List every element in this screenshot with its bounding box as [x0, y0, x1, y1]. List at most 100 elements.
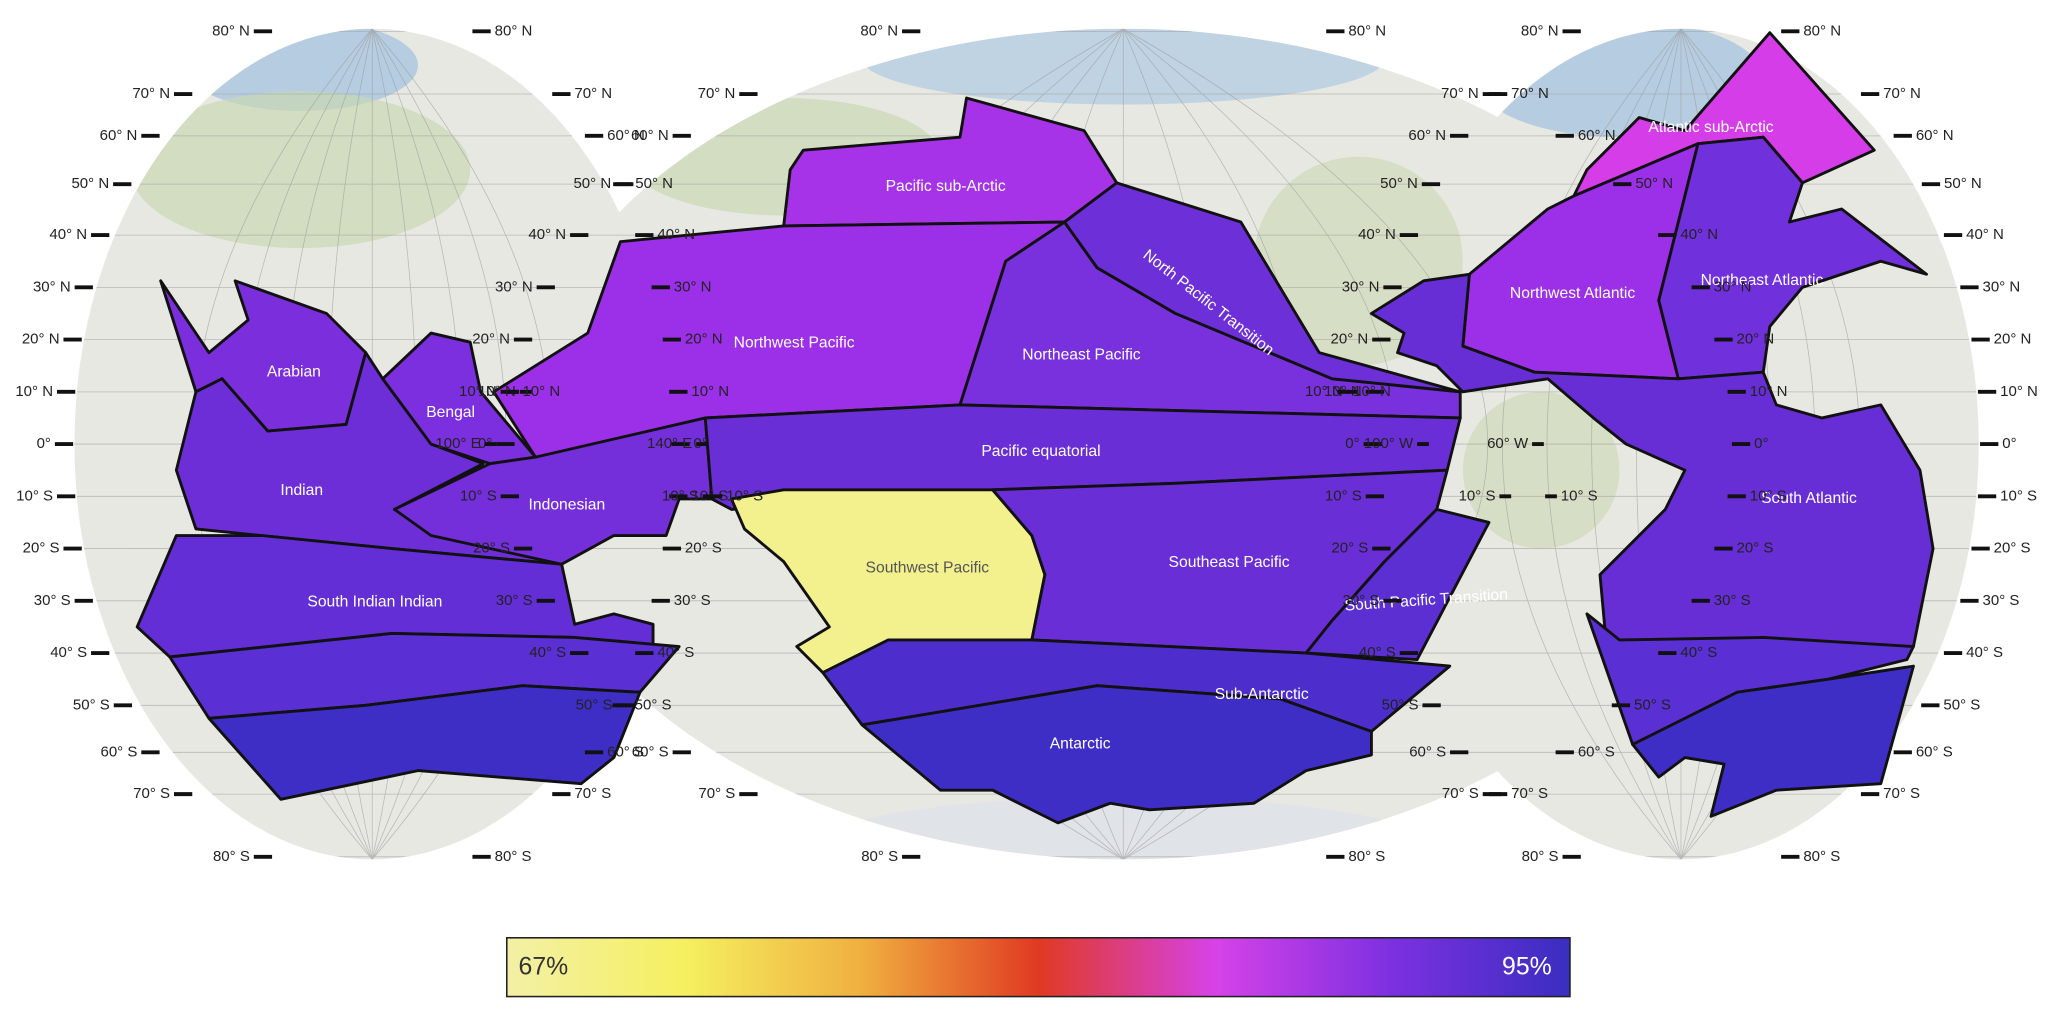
grid-label: 100° E	[435, 435, 480, 452]
lat-label: 70° S	[1883, 785, 1920, 802]
lat-label: 60° S	[607, 743, 644, 760]
lat-label: 30° S	[34, 592, 71, 609]
lat-label: 70° S	[574, 785, 611, 802]
lat-label: 20° S	[685, 540, 722, 557]
region-label: South Indian Indian	[307, 593, 442, 610]
region-label: Pacific sub-Arctic	[886, 178, 1006, 195]
region-labels: Arabian Bengal Indian Indonesian South I…	[267, 119, 1857, 752]
lat-label: 70° N	[574, 85, 612, 102]
terrain	[74, 28, 1979, 860]
lat-label: 50° S	[635, 696, 672, 713]
lat-label: 60° N	[100, 127, 138, 144]
lat-label: 30° S	[674, 592, 711, 609]
lat-label: 60° S	[1578, 743, 1615, 760]
lat-label: 0°	[1345, 435, 1359, 452]
grid-label: 10° S	[1561, 487, 1598, 504]
grid-label: 10° S	[726, 487, 763, 504]
colorbar-label: 67%	[519, 953, 569, 980]
lat-label: 50° N	[1635, 175, 1673, 192]
lat-label: 40° N	[1680, 226, 1718, 243]
lat-label: 30° N	[1714, 278, 1752, 295]
lat-label: 60° N	[607, 127, 645, 144]
lat-label: 60° N	[1916, 127, 1954, 144]
lat-label: 20° N	[1994, 331, 2032, 348]
lat-label: 10° N	[691, 383, 729, 400]
lat-label: 20° S	[23, 540, 60, 557]
grid-label: 10° N	[1353, 383, 1391, 400]
region-label: Northeast Pacific	[1022, 346, 1141, 363]
lat-label: 70° N	[132, 85, 170, 102]
lat-label: 50° N	[1944, 175, 1982, 192]
lat-label: 10° S	[460, 487, 497, 504]
region-label: Arabian	[267, 363, 321, 380]
lat-label: 30° N	[1983, 278, 2021, 295]
region-area	[1631, 664, 1915, 818]
lat-label: 40° S	[50, 644, 87, 661]
grid-label: 10° N	[522, 383, 560, 400]
grid-label: 10° N	[1305, 383, 1343, 400]
region-label: Northwest Atlantic	[1510, 285, 1635, 302]
lat-label: 50° N	[635, 175, 673, 192]
lat-label: 70° S	[133, 785, 170, 802]
region-label: Pacific equatorial	[981, 443, 1100, 460]
lat-label: 40° N	[657, 226, 695, 243]
lat-label: 50° N	[573, 175, 611, 192]
grid-label: 100° W	[1364, 435, 1414, 452]
lat-label: 30° N	[674, 278, 712, 295]
region-area	[381, 331, 537, 466]
lat-label: 30° S	[1714, 592, 1751, 609]
lat-label: 40° S	[657, 644, 694, 661]
lat-label: 40° N	[1966, 226, 2004, 243]
region-label: Southwest Pacific	[866, 559, 990, 576]
region-label: Indian	[280, 482, 323, 499]
lat-label: 60° S	[1409, 743, 1446, 760]
colorbar-label: 95%	[1502, 953, 1552, 980]
lat-label: 50° S	[1382, 696, 1419, 713]
graticule-line	[1501, 28, 1682, 860]
grid-label: 10° S	[1459, 487, 1496, 504]
lat-label: 40° S	[1359, 644, 1396, 661]
lat-label: 10° N	[1750, 383, 1788, 400]
grid-label: 140° E	[647, 435, 692, 452]
colorbar: 67% 95%	[505, 937, 1571, 998]
lat-label: 30° N	[495, 278, 533, 295]
lat-label: 80° N	[212, 22, 250, 39]
lat-label: 80° S	[1522, 848, 1559, 865]
lat-label: 50° S	[576, 696, 613, 713]
lat-label: 80° N	[1803, 22, 1841, 39]
lat-label: 40° N	[1358, 226, 1396, 243]
lat-label: 60° S	[100, 743, 137, 760]
region-label: Southeast Pacific	[1169, 554, 1290, 571]
lat-label: 40° S	[529, 644, 566, 661]
lat-label: 60° S	[632, 743, 669, 760]
lat-label: 40° S	[1680, 644, 1717, 661]
lat-label: 20° S	[473, 540, 510, 557]
lat-label: 40° N	[528, 226, 566, 243]
graticule-labels: 80° N 80° N70° N 70° N60° N 60° N50° N 50° N…	[15, 22, 2038, 864]
lat-label: 10° N	[15, 383, 53, 400]
lat-label: 80° S	[1348, 848, 1385, 865]
lat-label: 80° N	[860, 22, 898, 39]
lat-label: 60° S	[1916, 743, 1953, 760]
region-label: Antarctic	[1050, 736, 1111, 753]
region-label: Indonesian	[529, 497, 606, 514]
lat-label: 60° N	[631, 127, 669, 144]
region-area	[1063, 181, 1462, 394]
lat-label: 80° S	[495, 848, 532, 865]
lat-label: 0°	[37, 435, 51, 452]
lat-label: 80° N	[495, 22, 533, 39]
grid-label: 60° W	[1487, 435, 1529, 452]
region-label: Atlantic sub-Arctic	[1648, 119, 1773, 136]
lat-label: 70° N	[1441, 85, 1479, 102]
lat-label: 50° N	[71, 175, 109, 192]
lat-label: 80° N	[1348, 22, 1386, 39]
lat-label: 70° N	[1883, 85, 1921, 102]
lat-label: 30° S	[1983, 592, 2020, 609]
lat-label: 0°	[1754, 435, 1768, 452]
lat-label: 20° S	[1737, 540, 1774, 557]
lat-label: 10° S	[16, 487, 53, 504]
lat-label: 50° N	[1380, 175, 1418, 192]
lat-label: 50° S	[73, 696, 110, 713]
